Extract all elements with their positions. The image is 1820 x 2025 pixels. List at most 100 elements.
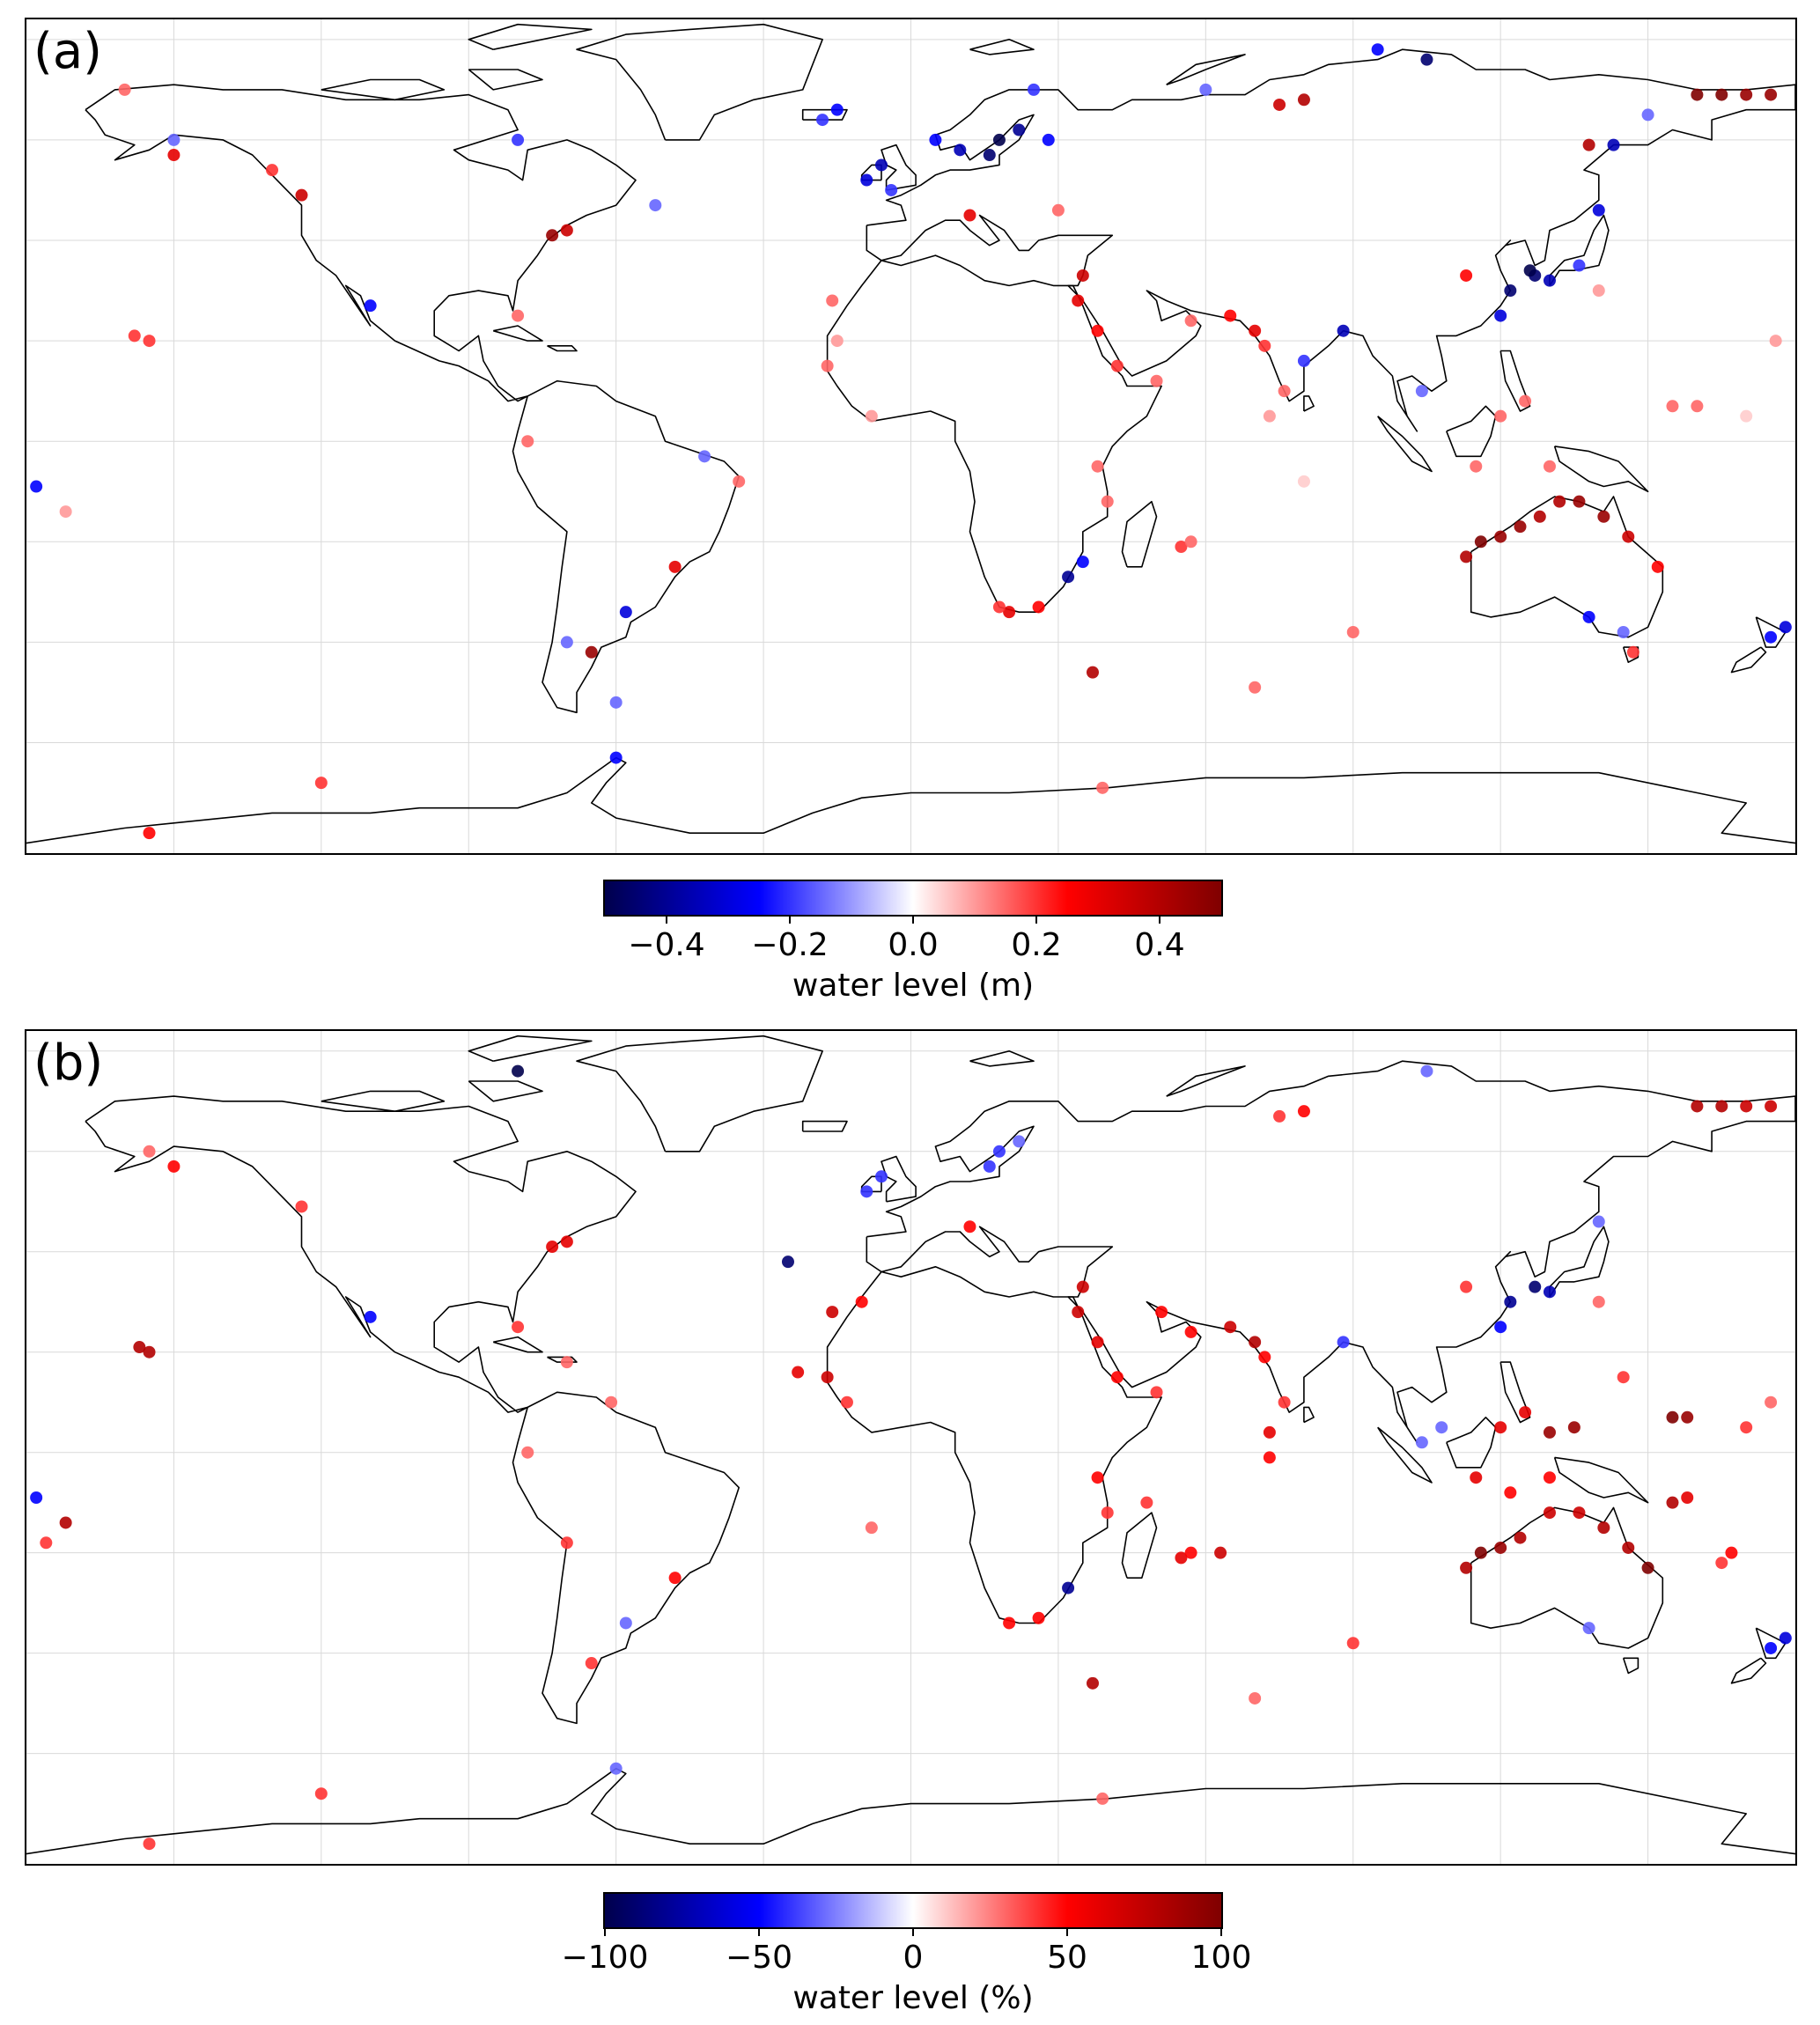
water-level-point	[1460, 269, 1473, 282]
coastlines-b	[26, 1035, 1795, 1855]
coastline	[801, 1120, 848, 1132]
water-level-point	[821, 1371, 834, 1384]
water-level-point	[1494, 530, 1507, 543]
water-level-point	[605, 1395, 618, 1409]
water-level-point	[1150, 374, 1163, 387]
water-level-point	[1470, 460, 1483, 473]
water-level-point	[840, 1395, 853, 1409]
water-level-point	[1519, 394, 1532, 408]
water-level-point	[59, 1516, 72, 1529]
coastline	[468, 1035, 593, 1062]
coastline	[26, 1767, 1795, 1855]
colorbar-tick	[912, 1927, 914, 1936]
water-level-point	[1553, 495, 1566, 508]
water-level-point	[295, 188, 308, 202]
water-level-point	[521, 1446, 534, 1459]
water-level-point	[865, 1521, 878, 1535]
gridlines-b	[26, 1031, 1795, 1864]
water-level-point	[128, 329, 141, 342]
water-level-point	[1013, 123, 1026, 136]
water-level-point	[1435, 1421, 1448, 1434]
water-level-point	[1504, 1486, 1517, 1499]
water-level-point	[1096, 1792, 1109, 1805]
coastline	[1553, 446, 1649, 493]
water-level-point	[885, 183, 898, 196]
water-level-point	[1110, 1371, 1124, 1384]
water-level-point	[1582, 1622, 1595, 1635]
coastline	[1730, 646, 1767, 674]
water-level-point	[1567, 1421, 1581, 1434]
water-level-point	[1725, 1546, 1738, 1559]
water-level-point	[1514, 520, 1527, 534]
water-level-point	[143, 1345, 156, 1359]
water-level-point	[143, 1145, 156, 1158]
colorbar-tick	[789, 915, 791, 924]
water-level-point	[1249, 1336, 1262, 1349]
water-level-point	[1765, 1395, 1778, 1409]
water-level-point	[1032, 600, 1045, 614]
water-level-point	[1249, 681, 1262, 694]
coastline	[1166, 1065, 1246, 1097]
data-points-b	[30, 1064, 1792, 1851]
water-level-point	[512, 309, 525, 322]
water-level-point	[1529, 1280, 1542, 1293]
water-level-point	[792, 1366, 805, 1379]
water-level-point	[963, 209, 976, 222]
water-level-point	[1592, 1295, 1605, 1308]
water-level-point	[560, 1235, 573, 1248]
water-level-point	[983, 1160, 996, 1173]
water-level-point	[1592, 284, 1605, 298]
coastline	[1622, 1657, 1639, 1675]
water-level-point	[1076, 1280, 1089, 1293]
water-level-point	[364, 1310, 377, 1323]
water-level-point	[1494, 409, 1507, 423]
water-level-point	[1072, 1306, 1085, 1319]
gridlines-a	[26, 19, 1795, 853]
water-level-point	[521, 435, 534, 448]
water-level-point	[733, 475, 746, 488]
water-level-point	[1474, 535, 1487, 549]
coastline	[1755, 616, 1787, 648]
water-level-point	[30, 1491, 43, 1504]
water-level-point	[546, 1241, 559, 1254]
water-level-point	[1062, 571, 1075, 584]
water-level-point	[865, 409, 878, 423]
panel-label-b: (b)	[33, 1035, 104, 1092]
coastline	[1549, 1226, 1610, 1298]
water-level-point	[1641, 108, 1654, 122]
coastline	[468, 1080, 543, 1102]
water-level-point	[1543, 274, 1556, 287]
water-level-point	[560, 1356, 573, 1369]
water-level-point	[1028, 83, 1041, 96]
water-level-point	[1175, 1551, 1188, 1565]
water-level-point	[1543, 1425, 1556, 1439]
water-level-point	[1740, 88, 1753, 101]
coastline	[1446, 405, 1497, 458]
water-level-point	[619, 606, 632, 619]
colorbar-tick	[912, 915, 914, 924]
water-level-point	[1460, 1280, 1473, 1293]
water-level-point	[1263, 409, 1276, 423]
coastline	[492, 1336, 543, 1353]
water-level-point	[546, 229, 559, 242]
water-level-point	[1474, 1546, 1487, 1559]
water-level-point	[1101, 495, 1114, 508]
colorbar-gradient-a	[605, 881, 1221, 915]
water-level-point	[1622, 1541, 1635, 1554]
water-level-point	[1470, 1471, 1483, 1484]
water-level-point	[118, 83, 131, 96]
water-level-point	[1691, 88, 1704, 101]
water-level-point	[1091, 324, 1104, 337]
water-level-point	[1346, 625, 1359, 638]
water-level-point	[1003, 1616, 1016, 1630]
water-level-point	[1062, 1581, 1075, 1594]
water-level-point	[1420, 53, 1433, 66]
water-level-point	[1666, 400, 1679, 413]
water-level-point	[1013, 1135, 1026, 1148]
water-level-point	[1769, 335, 1782, 348]
water-level-point	[1607, 138, 1620, 151]
colorbar-tick	[666, 915, 667, 924]
water-level-point	[143, 827, 156, 840]
coastline	[866, 1060, 1795, 1444]
water-level-point	[1072, 294, 1085, 307]
